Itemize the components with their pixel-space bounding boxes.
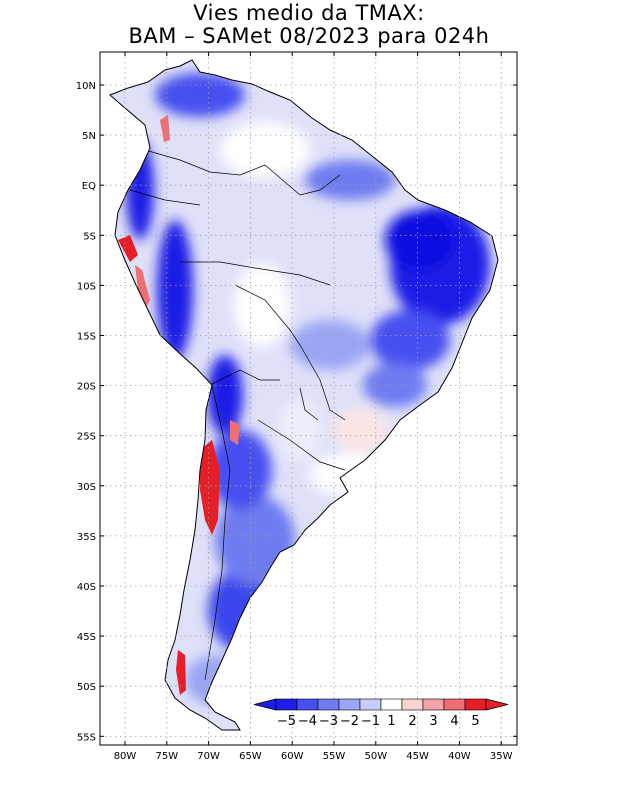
longitude-axis: 80W 75W 70W 65W 60W 55W 50W 45W 40W 35W: [114, 52, 513, 762]
lat-label: 50S: [77, 682, 96, 693]
latitude-axis: 10N 5N EQ 5S 10S 15S 20S 25S 30S 35S 40S 45S 50S 55S: [76, 81, 517, 743]
lat-label: 55S: [77, 732, 96, 743]
lat-label: 10S: [77, 281, 96, 292]
lat-label: 25S: [77, 432, 96, 443]
colorbar-label: 2: [408, 714, 416, 729]
lon-label: 50W: [364, 751, 387, 762]
lat-label: EQ: [82, 181, 96, 192]
colorbar-label: −1: [361, 714, 380, 729]
colorbar-label: 1: [387, 714, 395, 729]
lon-label: 60W: [281, 751, 304, 762]
lat-label: 30S: [77, 482, 96, 493]
colorbar-high-arrow: [485, 698, 509, 711]
title-line-2: BAM – SAMet 08/2023 para 024h: [128, 24, 490, 48]
lat-label: 20S: [77, 382, 96, 393]
colorbar-label: −3: [319, 714, 338, 729]
lat-label: 5S: [83, 231, 96, 242]
colorbar-label: −4: [298, 714, 317, 729]
lon-label: 70W: [197, 751, 220, 762]
colorbar-segment: [443, 698, 466, 711]
lon-label: 45W: [406, 751, 429, 762]
colorbar-label: 4: [450, 714, 458, 729]
lon-label: 65W: [239, 751, 262, 762]
lat-label: 40S: [77, 582, 96, 593]
colorbar-segment: [401, 698, 424, 711]
lon-label: 80W: [114, 751, 137, 762]
colorbar-segment: [275, 698, 298, 711]
colorbar-label: −5: [277, 714, 296, 729]
colorbar-label: 5: [471, 714, 479, 729]
lat-label: 10N: [76, 81, 96, 92]
lat-label: 45S: [77, 632, 96, 643]
lon-label: 75W: [155, 751, 178, 762]
colorbar-label: −2: [340, 714, 359, 729]
lat-label: 5N: [82, 131, 96, 142]
lon-label: 40W: [448, 751, 471, 762]
lon-label: 55W: [323, 751, 346, 762]
colorbar-segment: [464, 698, 487, 711]
lon-label: 35W: [490, 751, 513, 762]
colorbar-segment: [317, 698, 340, 711]
colorbar-label: 3: [429, 714, 437, 729]
title-line-1: Vies medio da TMAX:: [193, 1, 425, 25]
lat-label: 35S: [77, 532, 96, 543]
lat-label: 15S: [77, 332, 96, 343]
map-title: Vies medio da TMAX: BAM – SAMet 08/2023 …: [0, 2, 618, 48]
graticule: [100, 52, 517, 745]
colorbar-segment: [359, 698, 382, 711]
colorbar-segment: [422, 698, 445, 711]
colorbar-segment: [296, 698, 319, 711]
colorbar: −5 −4 −3 −2 −1 1 2 3 4 5: [253, 698, 509, 729]
colorbar-segment: [338, 698, 361, 711]
colorbar-segment: [380, 698, 403, 711]
